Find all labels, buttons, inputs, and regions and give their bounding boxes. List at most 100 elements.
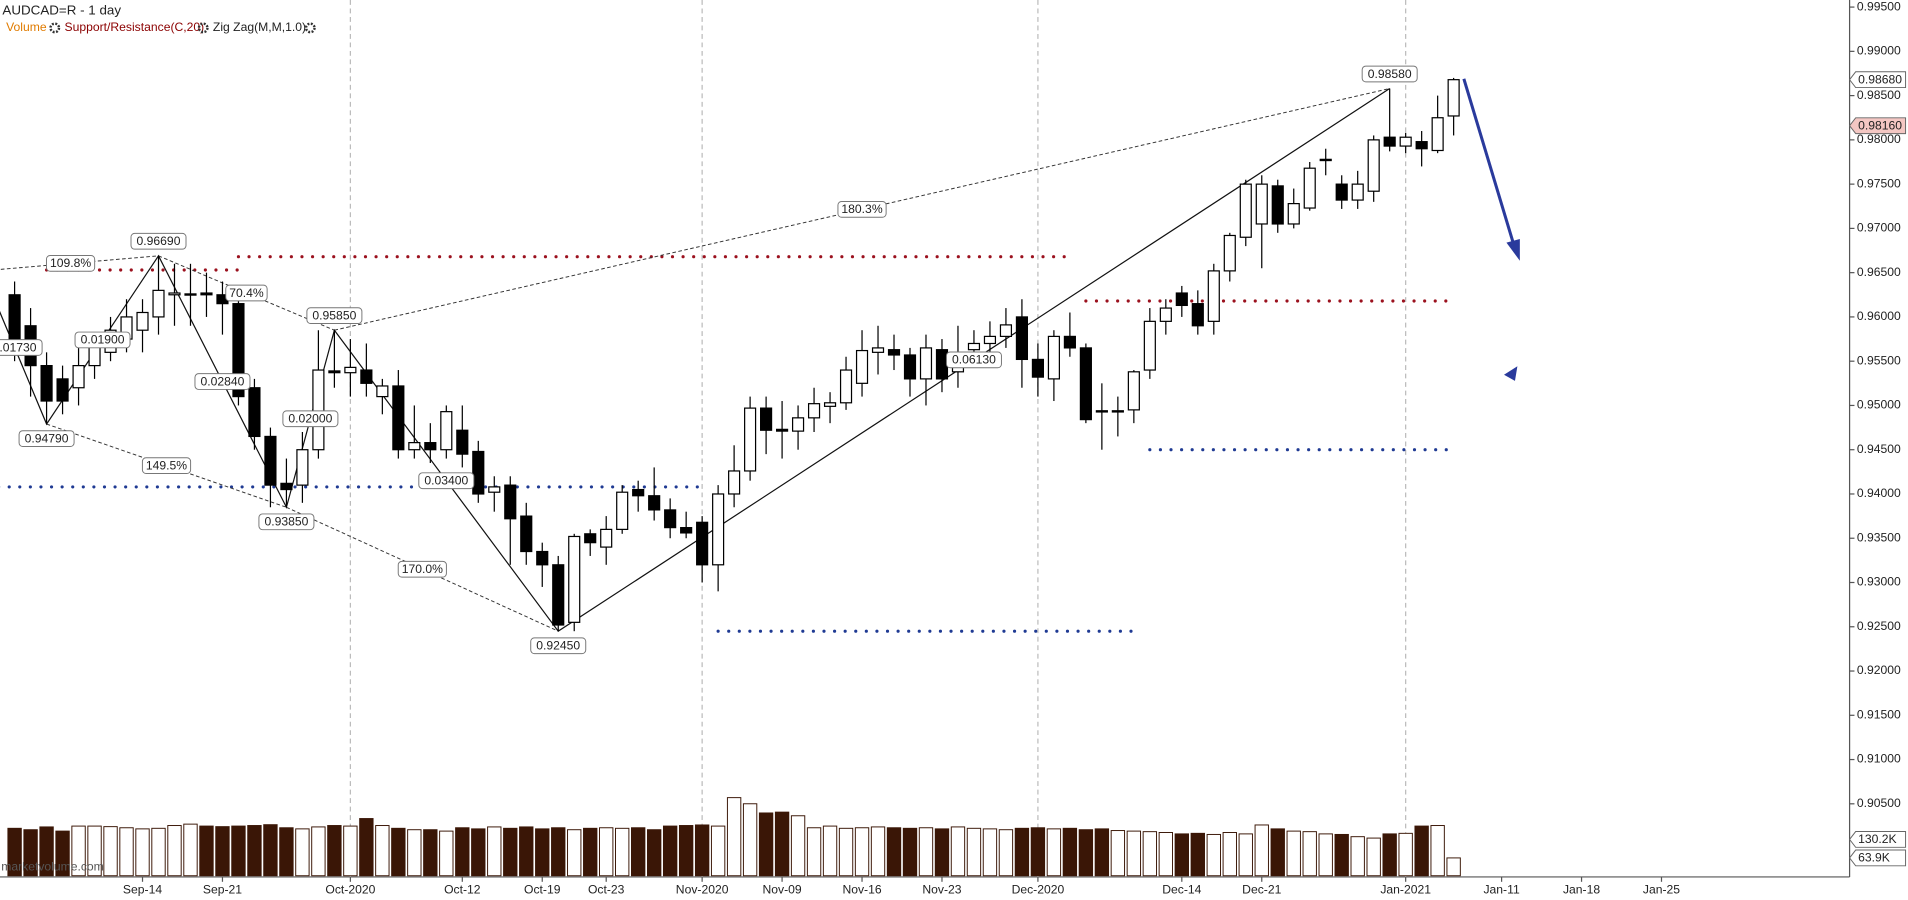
volume-bar [1094,828,1110,877]
volume-bar [886,827,902,877]
volume-bar [215,826,230,877]
candle-body [839,369,853,404]
volume-bar [934,828,950,877]
volume-bar [407,829,422,877]
candle-body [408,442,421,451]
ratio-label: 149.5% [146,458,187,472]
candle-body [616,491,629,530]
candle-body [1063,335,1076,349]
candle-body [344,366,357,374]
ratio-label: 70.4% [229,286,264,300]
volume-bar [1030,827,1046,877]
indicator-label[interactable]: Volume [6,20,47,34]
volume-bar [870,826,886,877]
volume-bar [279,827,294,877]
candle-body [1335,183,1348,201]
pivot-label-box [18,430,75,447]
volume-bar [1206,833,1221,877]
volume-bar [135,828,150,877]
change-label-box [282,410,339,428]
candle-body [1223,234,1236,272]
volume-bar [806,827,822,877]
y-tick-label: 0.94500 [1857,442,1901,456]
volume-bar [87,825,102,877]
ratio-label-box [141,457,192,475]
candle-body [184,293,197,296]
volume-bar [119,827,134,877]
volume-bar [1446,857,1461,877]
candle-body [136,311,149,331]
candle-body [232,303,245,398]
pivot-label: 0.98580 [1368,67,1412,81]
volume-bar [1142,831,1158,877]
volume-bar [1302,831,1317,877]
volume-bar [1014,827,1030,877]
candle-body [536,550,549,566]
volume-bar [1126,830,1142,877]
y-tick-label: 0.95000 [1857,398,1901,412]
y-tick-label: 0.98500 [1857,88,1901,102]
ratio-label: 180.3% [841,202,882,216]
pivot-label-box [130,232,187,250]
volume-bar [455,827,470,877]
volume-bar [646,829,662,877]
volume-bar [599,827,614,877]
candle-body [1015,316,1029,361]
settings-icon[interactable] [49,22,61,34]
candle-body [360,369,373,384]
candle-body [1271,185,1284,225]
volume-bar [263,824,278,877]
candle-body [823,402,837,407]
candle-body [376,385,389,398]
x-tick-label: Oct-19 [524,883,561,897]
indicator-label[interactable]: Zig Zag(M,M,1.0) [213,20,306,34]
volume-bar [535,828,550,877]
x-tick-label: Dec-2020 [1012,883,1065,897]
retracement-line [334,88,1390,331]
candle-body [776,428,789,432]
volume-bar [678,825,694,877]
candle-body [1111,410,1124,413]
candle-body [807,403,821,419]
candle-body [520,515,533,553]
chart-title: AUDCAD=R - 1 day [2,2,121,17]
candle-body [919,347,933,380]
candle-body [1303,167,1316,209]
candle-body [600,528,613,548]
volume-bar [55,830,70,877]
volume-bar [726,797,742,877]
volume-bar [327,825,342,877]
volume-bar [295,828,310,877]
y-tick-label: 0.90500 [1857,796,1901,810]
candle-body [328,370,341,374]
indicator-label[interactable]: Support/Resistance(C,20) [64,20,204,34]
price-marker: 0.98160 [1858,119,1902,133]
x-tick-label: Jan-2021 [1380,883,1431,897]
volume-bar [1382,833,1397,877]
candle-body [1143,320,1156,371]
candle-body [424,442,437,451]
y-tick-label: 0.96000 [1857,309,1901,323]
ratio-label-box [45,254,96,272]
volume-bar [391,827,406,877]
candle-body [680,527,693,534]
y-tick-label: 0.99500 [1857,0,1901,13]
change-label-box [74,331,131,349]
volume-bar [1110,830,1126,877]
candle-body [871,347,885,353]
settings-icon[interactable] [304,22,316,34]
ratio-label: 170.0% [402,562,443,576]
candle-body [1095,410,1108,413]
candle-body [472,450,485,495]
candle-body [887,349,901,356]
x-tick-label: Dec-21 [1242,883,1281,897]
candle-body [1191,303,1204,327]
volume-bar [1222,832,1237,877]
volume-bar [247,825,262,877]
x-tick-label: Sep-21 [203,883,242,897]
settings-icon[interactable] [197,22,209,34]
x-tick-label: Jan-25 [1643,883,1680,897]
x-tick-label: Jan-18 [1563,883,1600,897]
change-label-box [945,351,1002,369]
